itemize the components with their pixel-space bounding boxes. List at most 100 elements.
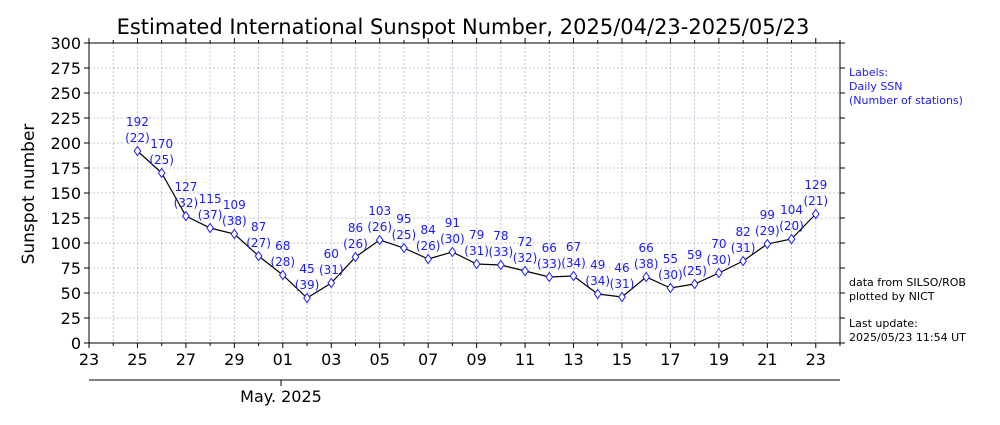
ssn-value-label: 82 xyxy=(735,225,750,239)
ssn-marker xyxy=(545,271,554,283)
station-count-label: (37) xyxy=(198,208,223,222)
station-count-label: (26) xyxy=(367,220,392,234)
station-count-label: (32) xyxy=(174,196,199,210)
station-count-label: (22) xyxy=(125,131,150,145)
grid-lines xyxy=(89,43,840,343)
ssn-value-label: 103 xyxy=(368,204,391,218)
ssn-marker xyxy=(642,271,651,283)
station-count-label: (25) xyxy=(149,153,174,167)
ssn-marker xyxy=(230,228,239,240)
x-tick-label: 25 xyxy=(127,350,147,369)
ssn-marker xyxy=(254,250,263,262)
ssn-value-label: 55 xyxy=(663,252,678,266)
station-count-label: (34) xyxy=(561,256,586,270)
ssn-marker xyxy=(375,234,384,246)
y-tick-label: 50 xyxy=(61,284,81,303)
y-tick-label: 250 xyxy=(50,84,81,103)
station-count-label: (31) xyxy=(731,241,756,255)
ssn-marker xyxy=(739,255,747,267)
x-tick-label: 27 xyxy=(176,350,196,369)
ssn-value-label: 59 xyxy=(687,248,702,262)
ssn-marker xyxy=(206,222,214,234)
legend-line-labels: Labels: xyxy=(849,66,889,79)
y-tick-label: 275 xyxy=(50,59,81,78)
legend-note: Labels: Daily SSN (Number of stations) xyxy=(849,66,963,108)
update-line-timestamp: 2025/05/23 11:54 UT xyxy=(849,331,966,344)
ssn-value-label: 91 xyxy=(445,216,460,230)
station-count-label: (25) xyxy=(682,264,707,278)
ssn-marker xyxy=(787,233,796,245)
ssn-marker xyxy=(811,208,820,220)
ssn-marker xyxy=(133,145,142,157)
ssn-value-label: 66 xyxy=(639,241,654,255)
y-tick-label: 225 xyxy=(50,109,81,128)
y-axis-label: Sunspot number xyxy=(19,124,39,265)
ssn-value-label: 78 xyxy=(493,229,508,243)
station-count-label: (33) xyxy=(537,257,562,271)
x-tick-label: 29 xyxy=(224,350,244,369)
legend-line-stations: (Number of stations) xyxy=(849,94,963,107)
legend-line-daily-ssn: Daily SSN xyxy=(849,80,903,93)
ssn-value-label: 66 xyxy=(542,241,557,255)
station-count-label: (30) xyxy=(707,253,732,267)
ssn-value-label: 45 xyxy=(299,262,314,276)
x-tick-label: 19 xyxy=(709,350,729,369)
ssn-marker xyxy=(763,238,772,250)
ssn-value-label: 60 xyxy=(324,247,339,261)
station-count-label: (38) xyxy=(222,214,247,228)
update-line-label: Last update: xyxy=(849,317,918,330)
y-tick-label: 0 xyxy=(71,334,81,353)
ssn-marker xyxy=(690,278,699,290)
x-tick-label: 21 xyxy=(757,350,777,369)
ssn-value-label: 127 xyxy=(174,180,197,194)
x-tick-label: 11 xyxy=(515,350,535,369)
ssn-marker xyxy=(496,259,505,271)
source-line-plotted: plotted by NICT xyxy=(849,290,935,303)
station-count-label: (31) xyxy=(464,244,489,258)
ssn-value-label: 49 xyxy=(590,258,605,272)
ssn-marker xyxy=(448,246,457,258)
station-count-label: (25) xyxy=(392,228,417,242)
ssn-marker xyxy=(666,282,675,294)
ssn-marker xyxy=(472,258,481,270)
ssn-marker xyxy=(400,242,408,254)
station-count-label: (32) xyxy=(513,251,538,265)
y-tick-label: 300 xyxy=(50,34,81,53)
ssn-value-label: 115 xyxy=(199,192,222,206)
ssn-marker xyxy=(327,277,336,289)
x-tick-label: 23 xyxy=(806,350,826,369)
station-count-label: (31) xyxy=(319,263,344,277)
ssn-value-label: 109 xyxy=(223,198,246,212)
x-tick-label: 17 xyxy=(660,350,680,369)
station-count-label: (28) xyxy=(270,255,295,269)
y-tick-label: 175 xyxy=(50,159,81,178)
update-note: Last update: 2025/05/23 11:54 UT xyxy=(849,317,966,345)
data-labels: 192(22) 170(25)127(32) 115(37)109(38) 87(27… xyxy=(125,115,828,292)
ssn-marker xyxy=(715,267,723,279)
x-tick-label: 05 xyxy=(370,350,390,369)
ssn-marker xyxy=(351,251,360,263)
y-tick-label: 150 xyxy=(50,184,81,203)
station-count-label: (26) xyxy=(343,237,368,251)
ssn-value-label: 68 xyxy=(275,239,290,253)
station-count-label: (27) xyxy=(246,236,271,250)
station-count-label: (30) xyxy=(440,232,465,246)
station-count-label: (38) xyxy=(634,257,659,271)
station-count-label: (33) xyxy=(489,245,514,259)
station-count-label: (39) xyxy=(295,278,320,292)
ssn-marker xyxy=(593,288,602,300)
station-count-label: (30) xyxy=(658,268,683,282)
ssn-marker xyxy=(569,270,578,282)
station-count-label: (29) xyxy=(755,224,780,238)
ssn-value-label: 84 xyxy=(421,223,436,237)
x-tick-label: 13 xyxy=(563,350,583,369)
ssn-marker xyxy=(521,265,529,277)
source-line-data: data from SILSO/ROB xyxy=(849,276,966,289)
ssn-marker xyxy=(278,269,287,281)
ssn-value-label: 46 xyxy=(614,261,629,275)
ssn-value-label: 86 xyxy=(348,221,363,235)
station-count-label: (21) xyxy=(803,194,828,208)
x-tick-label: 03 xyxy=(321,350,341,369)
y-tick-label: 125 xyxy=(50,209,81,228)
